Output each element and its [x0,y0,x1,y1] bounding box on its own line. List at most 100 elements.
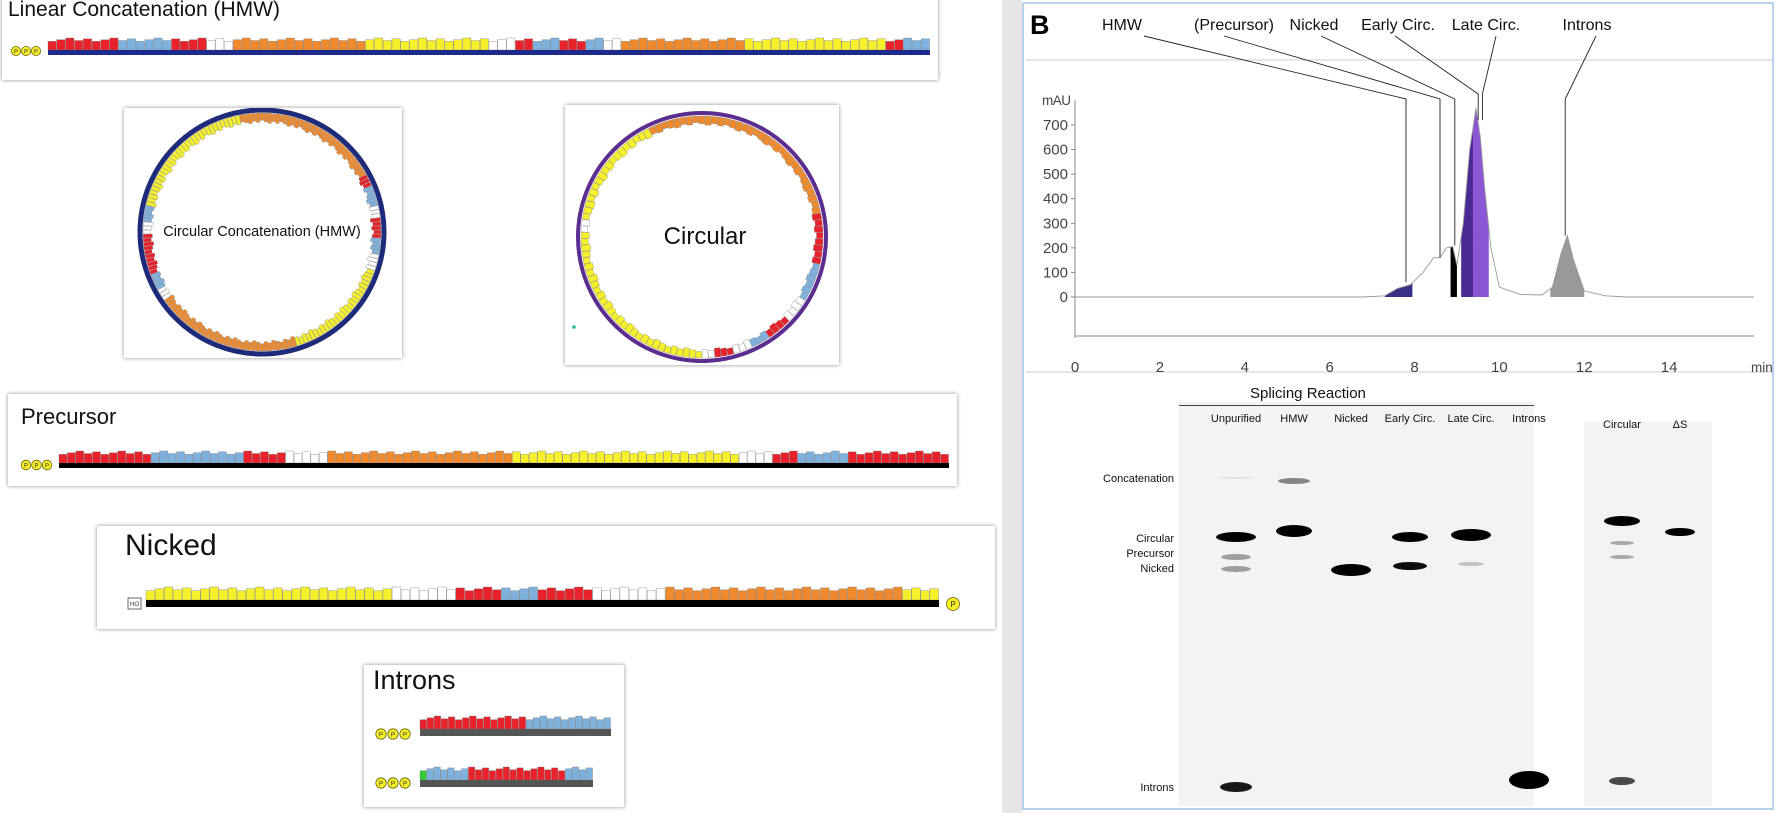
nucleotide [923,453,932,464]
nucleotide [823,40,833,51]
circular-hmw-construct: Circular Concatenation (HMW) [137,108,387,357]
nucleotide [848,451,857,464]
nucleotide [546,587,556,601]
nucleotide [235,115,242,126]
gel-side-label: Nicked [1140,563,1174,575]
nucleotide [685,116,694,126]
nucleotide [174,147,186,158]
nucleotide [814,454,823,464]
nucleotide [145,256,155,263]
nucleotide [589,279,600,289]
phosphate-label: P [24,464,28,470]
nucleotide [512,451,521,464]
nucleotide [619,586,629,601]
nucleotide [215,120,223,132]
nucleotide [373,230,382,234]
nucleotide [612,38,621,51]
nucleotide [859,37,868,51]
nucleotide [669,345,679,356]
nucleotide [487,452,496,464]
nucleotide-strip [419,766,593,781]
gel-lane-labels: Unpurified HMW Nicked Early Circ. Late Circ.… [1211,413,1687,431]
nucleotide-strip [47,37,930,51]
nucleotide [191,590,201,601]
nucleotide [666,119,675,129]
nucleotide [478,454,487,464]
nucleotide [187,136,196,147]
nucleotide [555,590,565,601]
nucleotide [638,451,647,464]
leader-line [1394,35,1479,121]
nucleotide [511,718,519,730]
nucleotide [577,41,586,51]
nucleotide [346,153,355,162]
nucleotide [771,37,780,51]
gel-band [1604,516,1640,526]
nucleotide [660,121,669,130]
nucleotide [495,450,504,464]
nucleotide [610,588,620,601]
nucleotide [58,454,68,464]
nucleotide [638,587,647,601]
gel-band [1665,528,1695,536]
nucleotide [562,454,571,464]
gel-lane-label: Introns [1512,413,1546,425]
nucleotide [780,452,790,464]
nucleotide [718,39,727,51]
gel-side-labels: Concatenation Circular Precursor Nicked Intr… [1103,473,1174,794]
nucleotide [428,451,437,464]
nucleotide [227,587,237,601]
nucleotide [47,41,57,51]
chromatogram: 0 100 200 300 400 500 600 700 0 2 4 6 8 10 12 14 mAU m… [1026,17,1772,374]
leader-line [1143,35,1407,283]
x-tick-label: 8 [1410,359,1418,374]
nucleotide [654,452,664,464]
nucleotide [304,122,313,134]
nucleotide [250,40,260,51]
phosphate-label: P [391,732,395,739]
nucleotide [325,134,334,144]
nucleotide [462,717,470,730]
nucleotide [631,134,641,144]
nucleotide [282,338,289,349]
nucleotide [157,286,167,294]
nucleotide [558,770,565,781]
nucleotide [166,157,177,167]
nucleotide [247,342,253,351]
nucleotide [831,450,840,464]
nucleotide [401,589,411,601]
nucleotide [674,39,683,51]
nucleotide [832,38,842,51]
nucleotide [680,451,689,464]
nucleotide [738,452,748,464]
nucleotide [597,170,609,182]
nucleotide [814,225,824,233]
nucleotide [814,250,823,258]
nucleotide [799,291,809,301]
nucleotide [730,454,739,464]
nucleotide [144,39,154,51]
nucleotide [206,40,216,51]
phosphate-label: P [34,464,38,470]
nucleotide [162,163,173,173]
nucleotide [561,719,569,730]
nucleotide [363,271,374,279]
gel-side-label: Concatenation [1103,473,1174,485]
nucleotide [792,165,804,176]
peak-label: Early Circ. [1361,17,1435,34]
nucleotide [247,113,253,124]
nucleotide [153,37,163,51]
nucleotide [822,452,832,464]
nucleotide [701,588,711,601]
nucleotide [382,40,392,51]
gel-title: Splicing Reaction [1250,385,1366,402]
nucleotide [765,589,775,601]
nucleotide [676,348,684,357]
nucleotide [164,586,174,601]
nucleotide [592,286,602,295]
nucleotide [783,590,793,601]
nucleotide [353,167,365,176]
nucleotide [172,303,182,314]
nucleotide [603,717,611,730]
nucleotide [419,590,429,601]
